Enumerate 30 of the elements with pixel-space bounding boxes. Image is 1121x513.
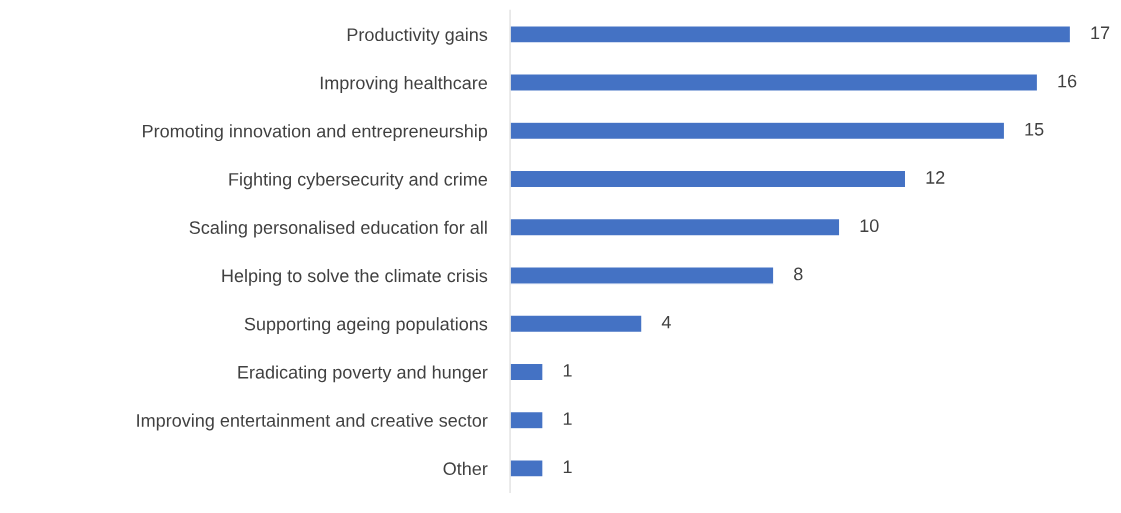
y-tick-label: Promoting innovation and entrepreneurship [143,124,488,142]
data-label: 15 [1025,123,1044,136]
y-tick-label: Improving entertainment and creative sector [137,413,488,431]
data-label: 8 [794,267,803,281]
bar [510,73,1039,92]
bar [510,458,544,478]
data-label: 16 [1058,74,1077,88]
data-label: 17 [1091,26,1110,40]
bar [510,410,544,430]
data-label: 12 [926,171,945,184]
data-label: 4 [661,315,671,329]
data-label: 1 [563,460,572,474]
y-tick-label: Scaling personalised education for all [189,220,487,238]
bar [510,266,775,285]
y-tick-label: Productivity gains [347,27,488,45]
bar [510,217,841,237]
y-tick-label: Helping to solve the climate crisis [222,268,488,286]
y-tick-label: Eradicating poverty and hunger [238,365,488,383]
bar [510,121,1006,141]
data-label: 1 [563,364,572,377]
bar [510,169,907,189]
y-tick-label: Other [443,461,488,476]
y-tick-label: Improving healthcare [320,76,488,93]
bar [510,314,643,334]
y-tick-label: Fighting cybersecurity and crime [229,172,488,190]
bar [510,24,1072,44]
bar [510,362,544,382]
data-label: 10 [860,219,879,233]
data-label: 1 [563,412,572,425]
y-tick-label: Supporting ageing populations [244,317,488,334]
